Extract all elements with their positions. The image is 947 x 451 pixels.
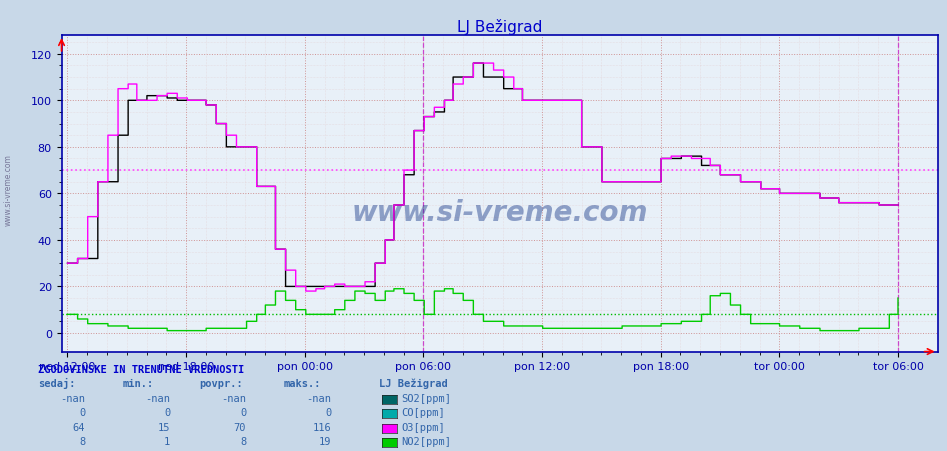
- Text: NO2[ppm]: NO2[ppm]: [402, 436, 452, 446]
- Text: -nan: -nan: [222, 393, 246, 403]
- Text: 8: 8: [240, 436, 246, 446]
- Text: SO2[ppm]: SO2[ppm]: [402, 393, 452, 403]
- Text: 116: 116: [313, 422, 331, 432]
- Text: 0: 0: [79, 407, 85, 417]
- Text: www.si-vreme.com: www.si-vreme.com: [351, 199, 648, 227]
- Text: -nan: -nan: [146, 393, 170, 403]
- Text: 19: 19: [319, 436, 331, 446]
- Text: 0: 0: [164, 407, 170, 417]
- Text: maks.:: maks.:: [284, 378, 322, 388]
- Text: sedaj:: sedaj:: [38, 377, 76, 388]
- Text: 0: 0: [240, 407, 246, 417]
- Text: 64: 64: [73, 422, 85, 432]
- Text: -nan: -nan: [61, 393, 85, 403]
- Title: LJ Bežigrad: LJ Bežigrad: [456, 19, 543, 35]
- Text: 1: 1: [164, 436, 170, 446]
- Text: 8: 8: [79, 436, 85, 446]
- Text: ZGODOVINSKE IN TRENUTNE VREDNOSTI: ZGODOVINSKE IN TRENUTNE VREDNOSTI: [38, 364, 244, 374]
- Text: 70: 70: [234, 422, 246, 432]
- Text: CO[ppm]: CO[ppm]: [402, 407, 445, 417]
- Text: www.si-vreme.com: www.si-vreme.com: [4, 153, 13, 226]
- Text: 0: 0: [325, 407, 331, 417]
- Text: min.:: min.:: [123, 378, 154, 388]
- Text: O3[ppm]: O3[ppm]: [402, 422, 445, 432]
- Text: -nan: -nan: [307, 393, 331, 403]
- Text: povpr.:: povpr.:: [199, 378, 242, 388]
- Text: 15: 15: [158, 422, 170, 432]
- Text: LJ Bežigrad: LJ Bežigrad: [379, 378, 448, 388]
